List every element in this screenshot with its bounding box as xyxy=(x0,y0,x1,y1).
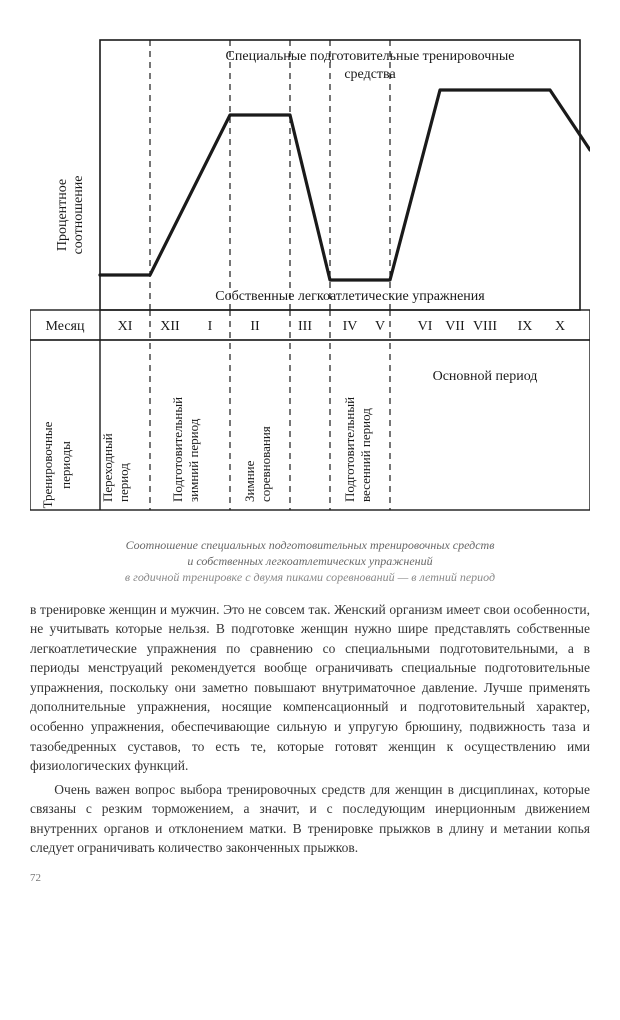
svg-text:Основной период: Основной период xyxy=(433,369,538,384)
figure-caption: Соотношение специальных подготовительных… xyxy=(30,537,590,586)
svg-text:Процентное: Процентное xyxy=(55,179,70,251)
caption-line-3: в годичной тренировке с двумя пиками сор… xyxy=(125,570,495,584)
svg-text:Переходный: Переходный xyxy=(100,433,115,502)
svg-text:IX: IX xyxy=(518,319,533,334)
svg-text:IV: IV xyxy=(343,319,358,334)
svg-text:Зимние: Зимние xyxy=(242,460,257,502)
svg-text:соотношение: соотношение xyxy=(71,176,86,255)
svg-text:период: период xyxy=(116,463,131,502)
svg-text:Подготовительный: Подготовительный xyxy=(170,397,185,502)
svg-text:VIII: VIII xyxy=(473,319,497,334)
svg-text:средства: средства xyxy=(344,67,396,82)
paragraph-1: в тренировке женщин и мужчин. Это не сов… xyxy=(30,600,590,776)
caption-line-2: и собственных легкоатлетических упражнен… xyxy=(187,554,432,568)
svg-text:XII: XII xyxy=(160,319,180,334)
page-number: 72 xyxy=(30,872,590,884)
training-ratio-chart: Специальные подготовительные тренировочн… xyxy=(30,20,590,520)
svg-text:II: II xyxy=(250,319,260,334)
svg-text:XI: XI xyxy=(118,319,133,334)
svg-text:III: III xyxy=(298,319,312,334)
svg-text:X: X xyxy=(555,319,565,334)
svg-text:зимний период: зимний период xyxy=(186,418,201,502)
body-text: в тренировке женщин и мужчин. Это не сов… xyxy=(30,600,590,858)
svg-text:периоды: периоды xyxy=(58,441,73,489)
svg-text:весенний период: весенний период xyxy=(358,408,373,502)
svg-text:Специальные подготовительные т: Специальные подготовительные тренировочн… xyxy=(226,49,515,64)
svg-text:VI: VI xyxy=(418,319,433,334)
svg-text:V: V xyxy=(375,319,385,334)
chart-container: Специальные подготовительные тренировочн… xyxy=(30,20,590,525)
paragraph-2: Очень важен вопрос выбора тренировочных … xyxy=(30,780,590,858)
svg-text:Месяц: Месяц xyxy=(46,319,85,334)
svg-text:Подготовительный: Подготовительный xyxy=(342,397,357,502)
svg-text:Тренировочные: Тренировочные xyxy=(40,421,55,508)
svg-text:Собственные легкоатлетические: Собственные легкоатлетические упражнения xyxy=(215,289,485,304)
svg-text:соревнования: соревнования xyxy=(258,426,273,502)
svg-text:I: I xyxy=(208,319,213,334)
svg-text:VII: VII xyxy=(445,319,465,334)
caption-line-1: Соотношение специальных подготовительных… xyxy=(126,538,495,552)
